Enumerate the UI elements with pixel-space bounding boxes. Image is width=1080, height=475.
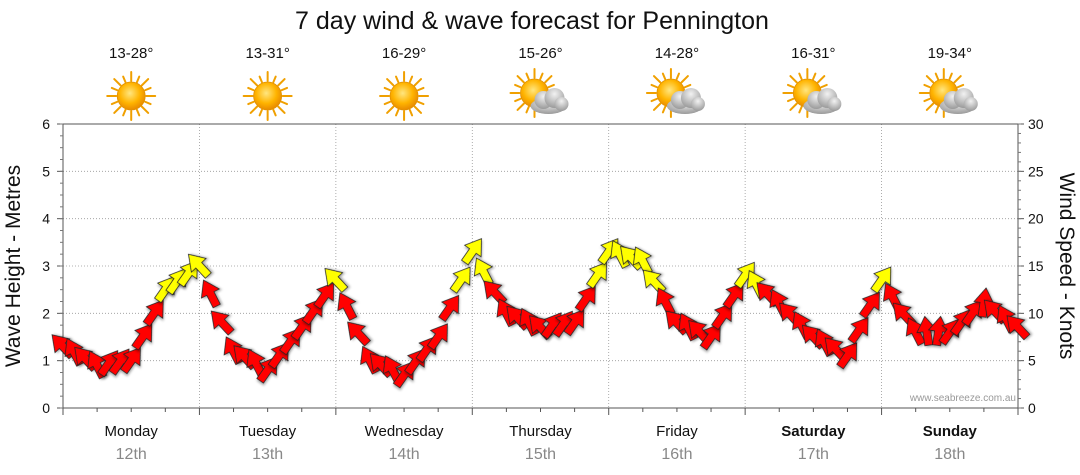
wind-arrow	[836, 342, 858, 370]
wind-arrow	[200, 279, 221, 309]
date-label: 15th	[525, 446, 556, 463]
right-tick-label: 25	[1028, 163, 1044, 179]
wind-arrow	[722, 282, 744, 310]
date-label: 16th	[661, 446, 692, 463]
wind-arrow	[711, 302, 732, 331]
day-label: Monday	[105, 423, 159, 440]
wind-arrow	[870, 266, 892, 294]
wind-arrow	[461, 238, 482, 266]
wind-arrow	[1006, 315, 1031, 341]
wind-arrow	[131, 323, 153, 351]
wind-arrow	[847, 317, 869, 345]
wind-arrow	[655, 287, 676, 317]
date-label: 14th	[389, 446, 420, 463]
right-tick-label: 15	[1028, 258, 1044, 274]
day-label: Tuesday	[239, 423, 296, 440]
wind-arrow	[858, 291, 880, 319]
day-label: Sunday	[923, 423, 978, 440]
wind-arrow	[337, 292, 358, 321]
day-label: Wednesday	[365, 423, 444, 440]
temperature-label: 16-31°	[791, 45, 835, 62]
temperature-label: 14-28°	[655, 45, 699, 62]
temperature-label: 19-34°	[928, 45, 972, 62]
weather-row: 13-28° 13-31° 16-29° 15-26° 14-28° 16-31° 19-3…	[106, 45, 978, 121]
sun-icon	[106, 71, 157, 121]
partly-cloudy-icon	[782, 68, 842, 118]
left-axis: 0 1 2 3 4 5 6	[42, 116, 63, 416]
day-label: Thursday	[509, 423, 572, 440]
chart-title: 7 day wind & wave forecast for Penningto…	[295, 7, 769, 35]
temperature-label: 13-28°	[109, 45, 153, 62]
right-axis-label: Wind Speed - Knots	[1055, 173, 1078, 360]
wind-arrow	[324, 267, 349, 294]
wind-arrow	[733, 261, 755, 290]
partly-cloudy-icon	[918, 68, 978, 118]
left-tick-label: 1	[42, 353, 50, 369]
credit-text: www.seabreeze.com.au	[909, 393, 1016, 404]
wind-arrow	[973, 287, 995, 318]
temperature-label: 13-31°	[245, 45, 289, 62]
right-tick-label: 20	[1028, 211, 1044, 227]
date-label: 18th	[934, 446, 965, 463]
partly-cloudy-icon	[645, 68, 705, 118]
left-tick-label: 3	[42, 258, 50, 274]
wind-arrow	[347, 321, 371, 347]
left-axis-label: Wave Height - Metres	[2, 165, 25, 367]
temperature-label: 16-29°	[382, 45, 426, 62]
sun-icon	[379, 71, 430, 121]
wind-arrow	[142, 299, 164, 327]
wind-arrow	[473, 257, 494, 287]
wind-arrow	[574, 285, 596, 313]
wind-arrow	[632, 246, 653, 276]
right-tick-label: 5	[1028, 353, 1036, 369]
wind-arrow	[699, 323, 721, 351]
day-label: Saturday	[781, 423, 846, 440]
left-tick-label: 0	[42, 400, 50, 416]
grid	[63, 124, 1018, 408]
wind-arrow	[586, 261, 607, 290]
partly-cloudy-icon	[509, 68, 569, 118]
wind-arrow	[483, 280, 508, 306]
date-label: 13th	[252, 446, 283, 463]
right-axis: 0 5 10 15 20 25 30	[1018, 116, 1044, 416]
date-label: 17th	[798, 446, 829, 463]
wind-arrow	[916, 315, 938, 347]
right-tick-label: 30	[1028, 116, 1044, 132]
wind-arrows	[51, 238, 1031, 389]
right-tick-label: 10	[1028, 305, 1044, 321]
wind-arrow	[313, 282, 335, 310]
wind-arrow	[642, 269, 667, 295]
left-tick-label: 4	[42, 211, 50, 227]
wind-arrow	[210, 310, 235, 336]
left-tick-label: 6	[42, 116, 50, 132]
right-tick-label: 0	[1028, 400, 1036, 416]
date-label: 12th	[116, 446, 147, 463]
x-axis: Monday 12th Tuesday 13th Wednesday 14th Thursd…	[62, 408, 1019, 463]
wind-arrow	[426, 323, 448, 351]
temperature-label: 15-26°	[518, 45, 562, 62]
day-label: Friday	[656, 423, 698, 440]
sun-icon	[242, 71, 293, 121]
wind-arrow	[187, 253, 212, 279]
left-tick-label: 2	[42, 305, 50, 321]
wind-arrow	[438, 294, 460, 323]
wind-arrow	[449, 266, 471, 294]
left-tick-label: 5	[42, 163, 50, 179]
wind-arrow	[563, 309, 585, 337]
wind-arrow	[119, 347, 141, 375]
